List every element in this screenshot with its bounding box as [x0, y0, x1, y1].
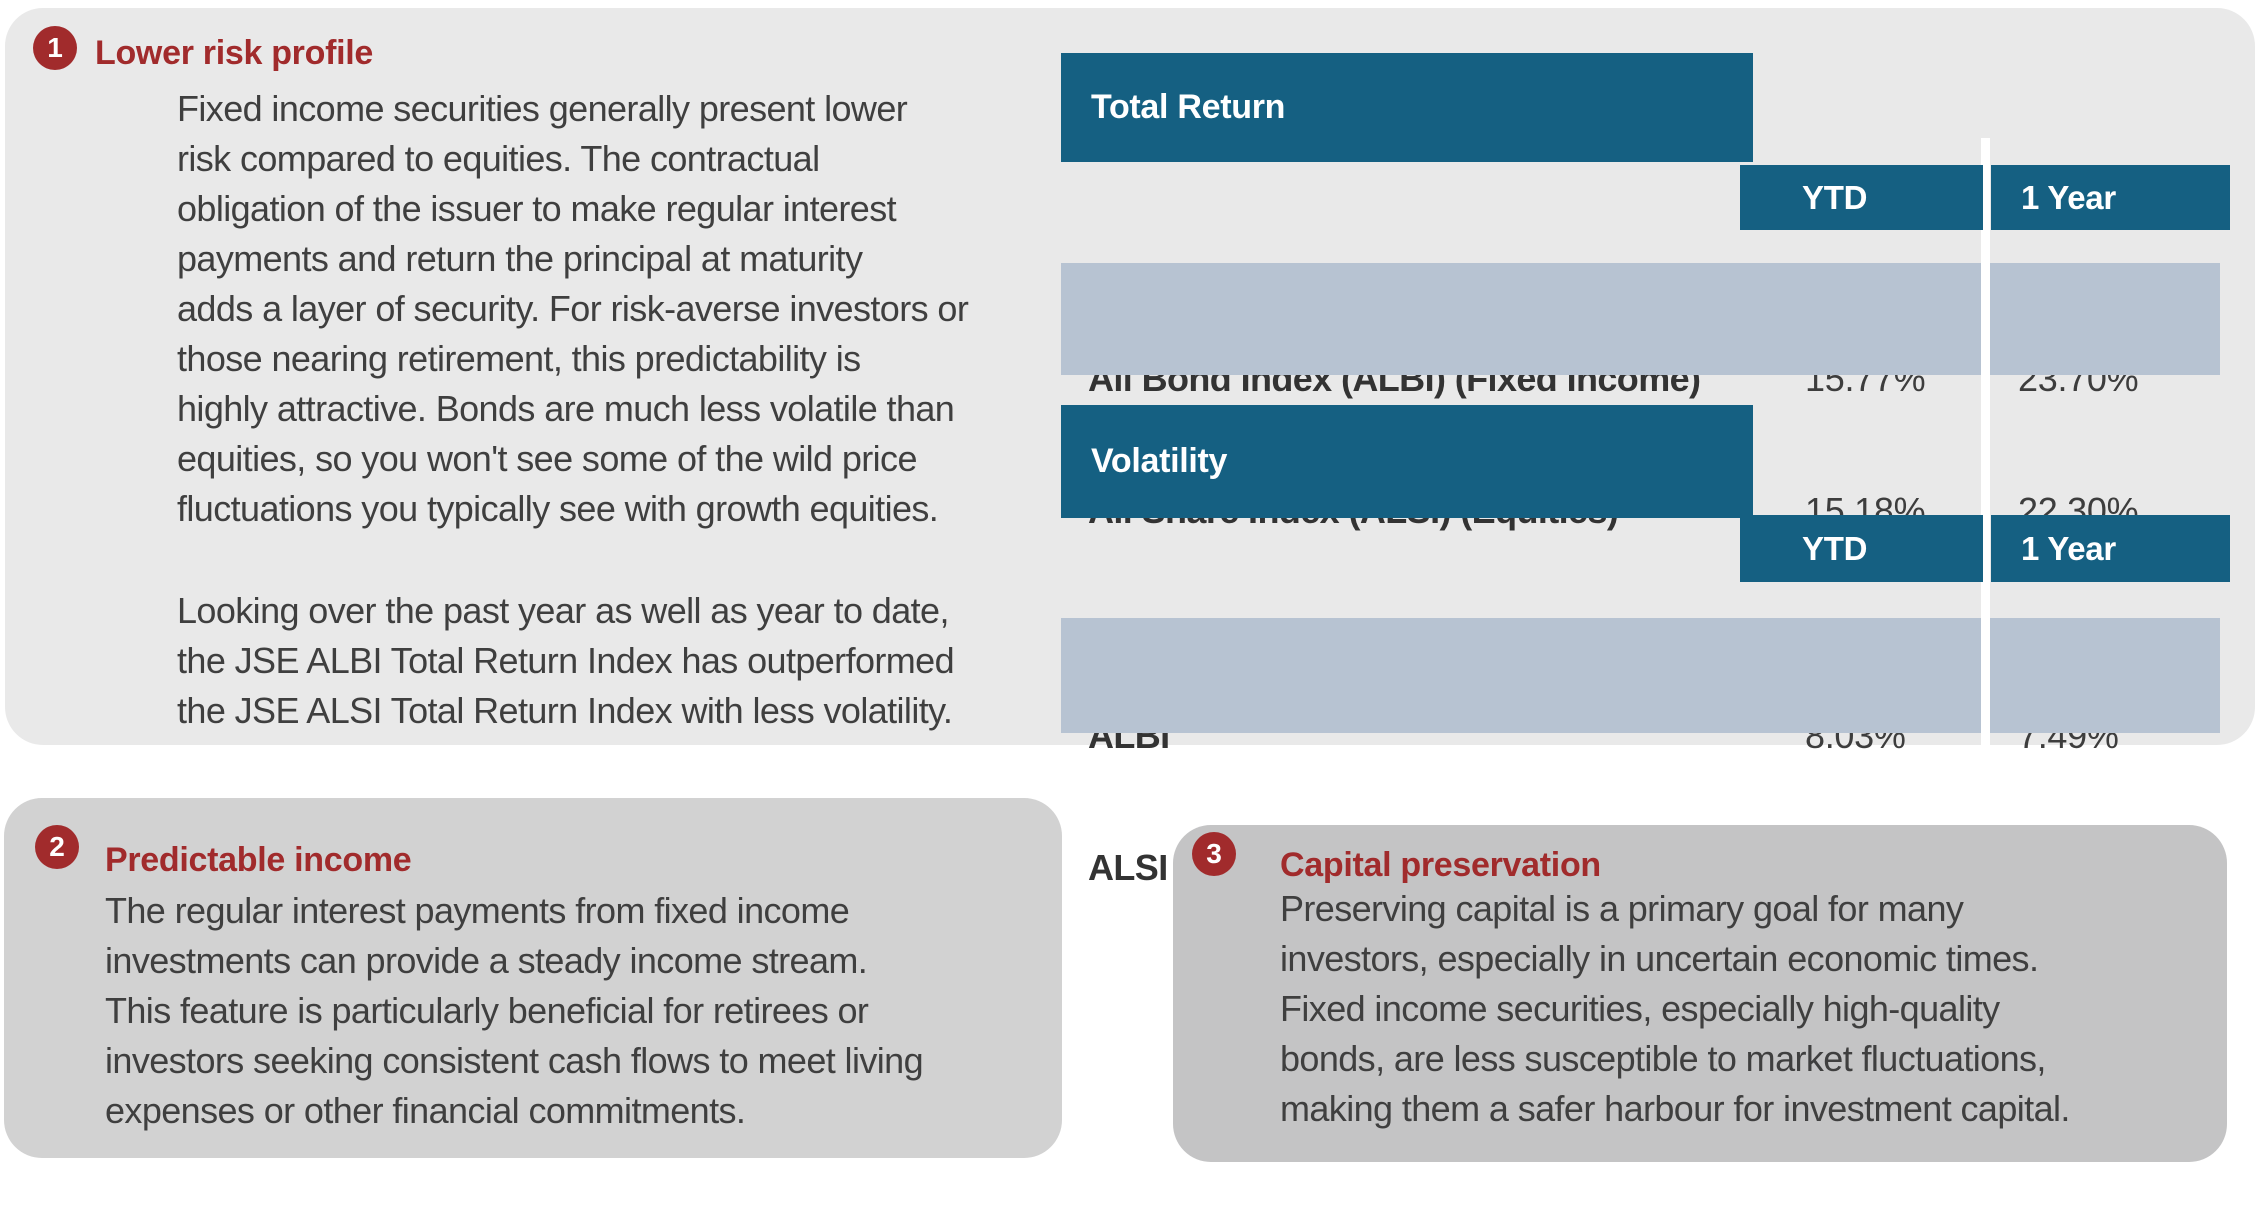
- volatility-ytd-header: YTD: [1740, 515, 1983, 582]
- section-1-number-badge: 1: [33, 26, 77, 70]
- column-separator-line: [1981, 138, 1990, 745]
- section-3-title: Capital preservation: [1280, 846, 1601, 884]
- volatility-table-title: Volatility: [1061, 405, 1753, 518]
- total-return-1year-header: 1 Year: [1991, 165, 2230, 230]
- section-1-number: 1: [47, 32, 63, 63]
- section-2-number: 2: [49, 831, 65, 862]
- predictable-income-panel: [4, 798, 1062, 1158]
- section-2-number-badge: 2: [35, 825, 79, 869]
- volatility-data-band: [1061, 618, 2220, 733]
- capital-preservation-panel: [1173, 825, 2227, 1162]
- table-row-label: ALSI: [1088, 847, 1168, 888]
- section-1-paragraph-2: Looking over the past year as well as ye…: [177, 590, 955, 731]
- total-return-ytd-header: YTD: [1740, 165, 1983, 230]
- section-2-paragraph: The regular interest payments from fixed…: [105, 890, 924, 1131]
- section-3-number: 3: [1206, 838, 1222, 869]
- section-1-paragraph-1: Fixed income securities generally presen…: [177, 88, 969, 529]
- volatility-1year-header: 1 Year: [1991, 515, 2230, 582]
- section-3-number-badge: 3: [1192, 832, 1236, 876]
- total-return-data-band: [1061, 263, 2220, 375]
- total-return-table-title: Total Return: [1061, 53, 1753, 162]
- section-3-paragraph: Preserving capital is a primary goal for…: [1280, 888, 2070, 1129]
- section-1-title: Lower risk profile: [95, 34, 374, 72]
- section-2-title: Predictable income: [105, 841, 412, 879]
